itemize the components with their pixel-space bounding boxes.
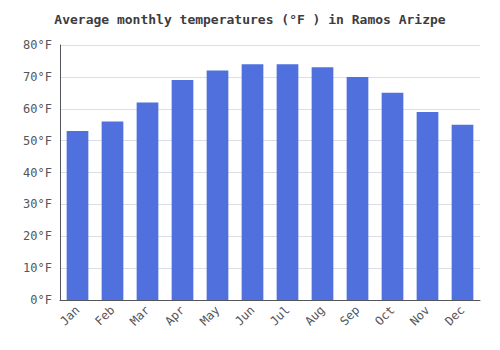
svg-text:40°F: 40°F (23, 166, 52, 180)
svg-text:May: May (197, 303, 222, 328)
svg-text:Jul: Jul (267, 303, 292, 328)
svg-text:30°F: 30°F (23, 197, 52, 211)
svg-text:80°F: 80°F (23, 38, 52, 52)
svg-text:Jun: Jun (232, 303, 257, 328)
svg-text:Mar: Mar (127, 303, 152, 328)
svg-text:Nov: Nov (407, 303, 432, 328)
svg-text:Dec: Dec (442, 303, 467, 328)
svg-text:50°F: 50°F (23, 134, 52, 148)
svg-text:Sep: Sep (337, 303, 362, 328)
svg-text:Feb: Feb (92, 303, 117, 328)
svg-text:Aug: Aug (302, 303, 327, 328)
svg-text:60°F: 60°F (23, 102, 52, 116)
svg-text:20°F: 20°F (23, 229, 52, 243)
svg-text:0°F: 0°F (30, 293, 52, 307)
svg-text:Jan: Jan (57, 303, 82, 328)
svg-text:Apr: Apr (162, 303, 187, 328)
svg-text:Average monthly temperatures (: Average monthly temperatures (°F ) in Ra… (54, 12, 446, 27)
svg-text:70°F: 70°F (23, 70, 52, 84)
svg-text:10°F: 10°F (23, 261, 52, 275)
svg-text:Oct: Oct (372, 303, 397, 328)
